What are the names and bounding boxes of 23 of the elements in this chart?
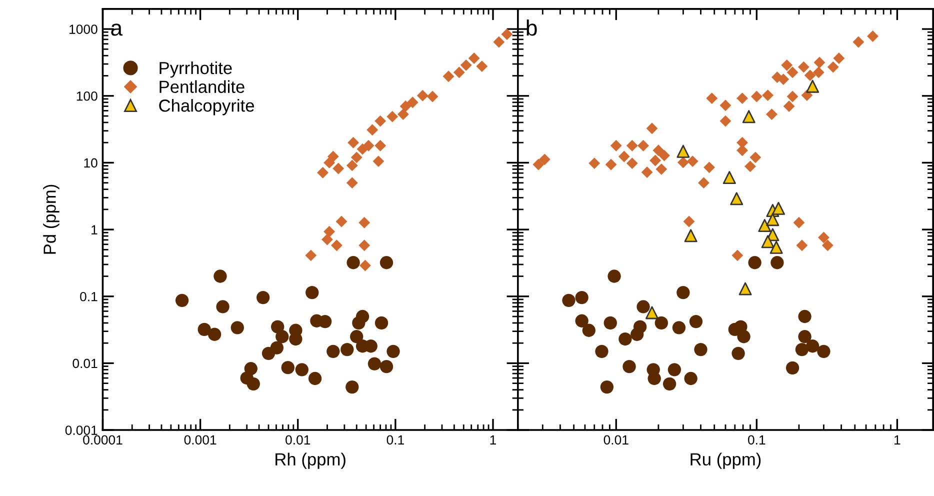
- x-tick-label: 1: [490, 435, 496, 444]
- legend-label: Pyrrhotite: [160, 61, 232, 78]
- x-axis-title: Ru (ppm): [690, 452, 761, 469]
- y-tick-label: 0.1: [80, 292, 98, 302]
- y-tick-label: 1: [92, 225, 98, 234]
- x-tick-label: 0.1: [748, 435, 766, 445]
- y-axis-title: Pd (ppm): [43, 184, 60, 254]
- x-tick-label: 0.1: [386, 435, 404, 445]
- y-tick-label: 0.001: [65, 426, 98, 435]
- annotation: b: [526, 19, 537, 36]
- x-tick-label: 0.01: [286, 435, 310, 445]
- y-tick-label: 0.01: [72, 358, 98, 368]
- x-tick-label: 1: [894, 435, 900, 444]
- legend-label: Chalcopyrite: [159, 99, 254, 116]
- y-tick-label: 1000: [70, 24, 98, 34]
- y-tick-label: 100: [76, 91, 98, 101]
- x-tick-label: 0.0001: [83, 435, 122, 445]
- x-tick-label: 0.001: [184, 435, 216, 445]
- annotation: a: [111, 24, 123, 36]
- x-tick-label: 0.01: [604, 435, 628, 445]
- legend-label: Pentlandite: [160, 80, 244, 93]
- y-tick-label: 10: [84, 158, 98, 168]
- x-axis-title: Rh (ppm): [276, 452, 346, 469]
